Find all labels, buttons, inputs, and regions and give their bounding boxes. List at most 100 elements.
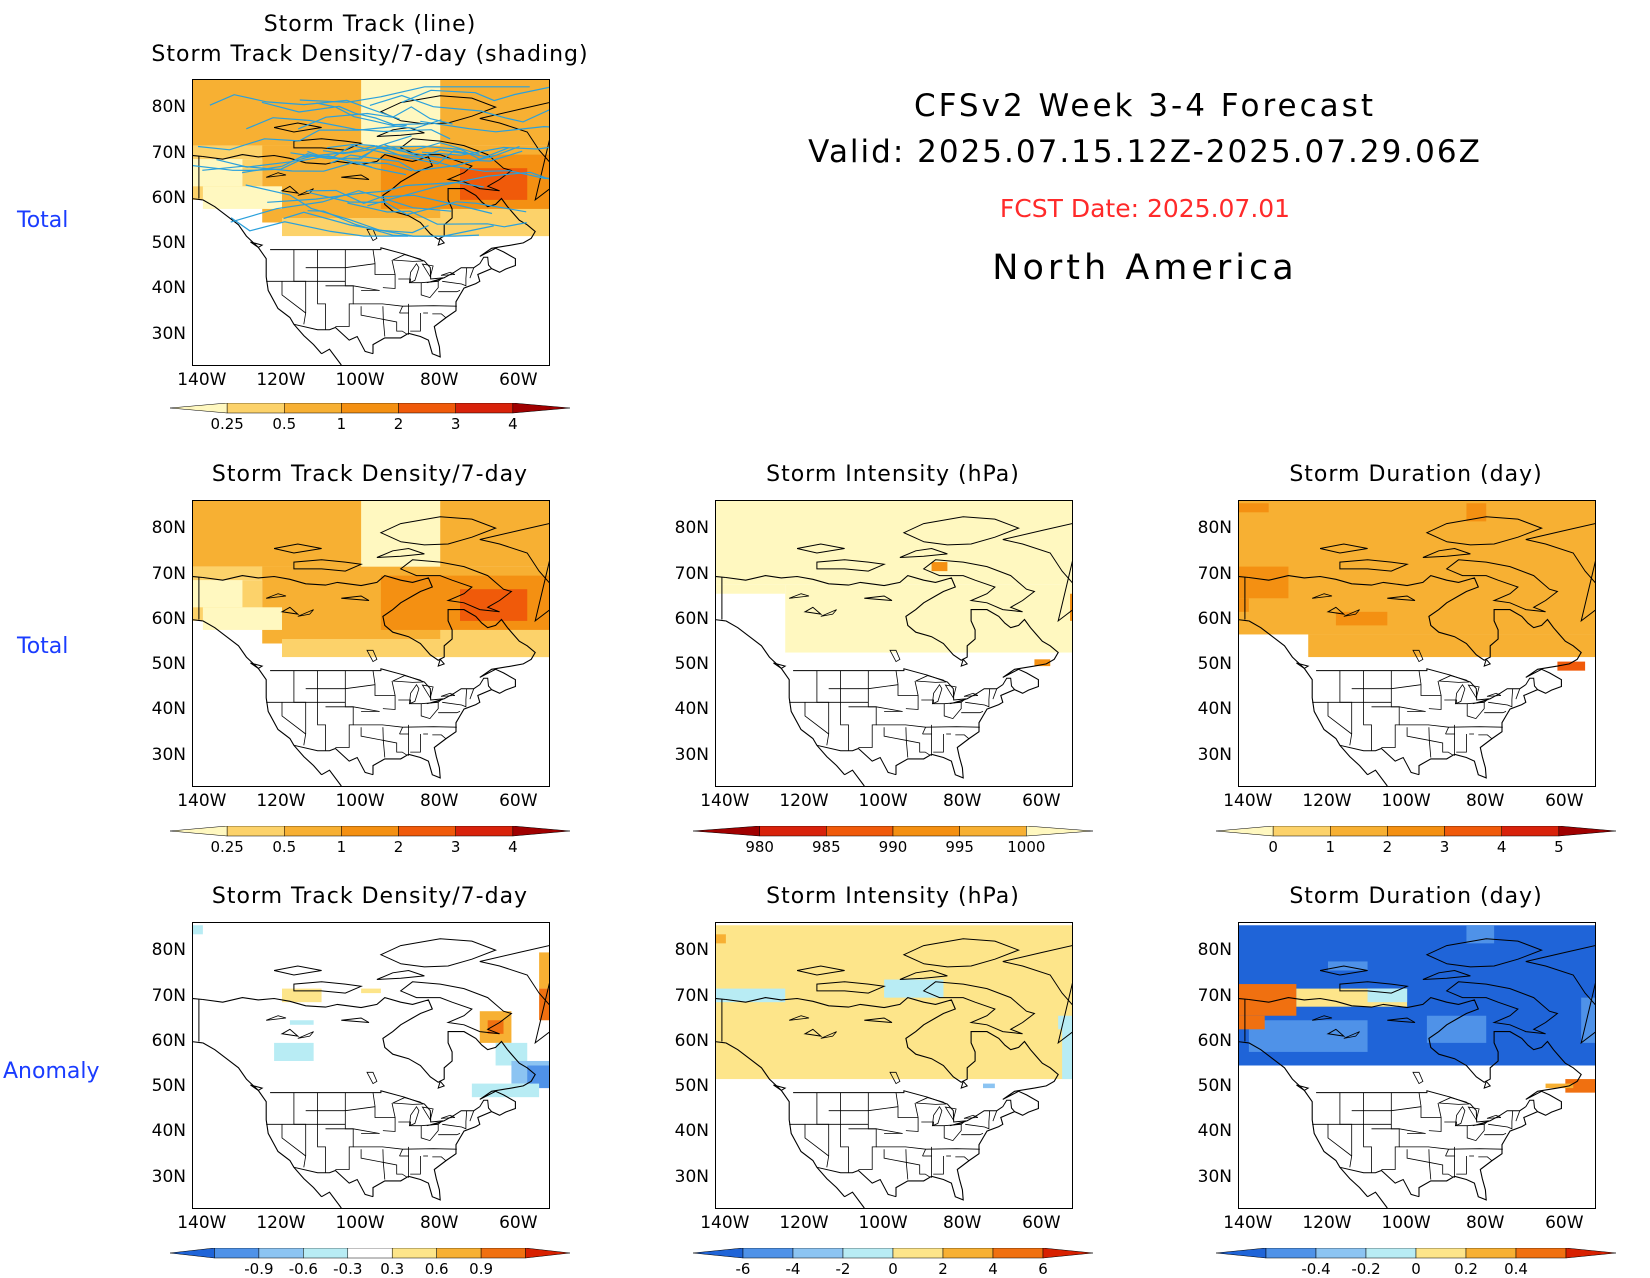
- latitude-tick-label: 80N: [1197, 940, 1232, 961]
- colorbar-arrow-low: [693, 1248, 744, 1259]
- colorbar-tick-label: 2: [938, 1260, 948, 1278]
- colorbar: [170, 1248, 571, 1259]
- colorbar-swatch: [284, 826, 342, 837]
- colorbar-swatch: [258, 1248, 304, 1259]
- latitude-tick-label: 30N: [1197, 744, 1232, 765]
- latitude-tick-label: 60N: [151, 1030, 186, 1051]
- colorbar: [170, 403, 571, 414]
- colorbar-swatch: [303, 1248, 349, 1259]
- latitude-tick-label: 50N: [674, 654, 709, 675]
- colorbar-swatch: [1315, 1248, 1367, 1259]
- colorbar-swatch: [892, 1248, 944, 1259]
- colorbar-arrow-low: [170, 1248, 215, 1259]
- coastline-layer: [1239, 516, 1595, 786]
- region-name: North America: [992, 248, 1298, 288]
- longitude-tick-label: 120W: [779, 1213, 829, 1233]
- latitude-tick-label: 50N: [674, 1076, 709, 1097]
- colorbar-swatch: [391, 1248, 437, 1259]
- latitude-tick-label: 60N: [151, 608, 186, 629]
- latitude-tick-label: 80N: [674, 518, 709, 539]
- colorbar-swatch: [992, 1248, 1044, 1259]
- colorbar-tick-label: 0.25: [210, 838, 244, 856]
- row-label-anomaly: Anomaly: [3, 1059, 100, 1084]
- colorbar: [693, 1248, 1094, 1259]
- colorbar-swatch: [1265, 1248, 1317, 1259]
- colorbar-swatch: [792, 1248, 844, 1259]
- colorbar-tick-label: 1: [336, 415, 347, 433]
- longitude-tick-label: 100W: [858, 1213, 908, 1233]
- colorbar-swatch: [959, 826, 1027, 837]
- colorbar-swatch: [892, 826, 960, 837]
- colorbar-tick-label: 0.5: [272, 838, 297, 856]
- colorbar-tick-label: 0.2: [1454, 1260, 1478, 1278]
- colorbar-swatch: [347, 1248, 393, 1259]
- colorbar-tick-label: 3: [450, 838, 461, 856]
- longitude-tick-label: 80W: [942, 791, 982, 811]
- colorbar-tick-label: 1000: [1007, 838, 1046, 856]
- colorbar-swatch: [1415, 1248, 1467, 1259]
- longitude-tick-label: 60W: [1545, 791, 1584, 811]
- colorbar-tick-label: 0: [888, 1260, 898, 1278]
- longitude-tick-label: 120W: [1302, 1213, 1352, 1233]
- longitude-tick-label: 60W: [1545, 1213, 1584, 1233]
- colorbar-tick-label: 985: [812, 838, 841, 856]
- colorbar-tick-label: 0.25: [210, 415, 244, 433]
- forecast-date: FCST Date: 2025.07.01: [999, 194, 1291, 223]
- longitude-tick-label: 80W: [419, 791, 459, 811]
- colorbar-tick-label: 990: [878, 838, 908, 856]
- colorbar-swatch: [284, 403, 342, 414]
- colorbar-tick-label: 0.5: [272, 415, 297, 433]
- longitude-tick-label: 120W: [779, 791, 829, 811]
- latitude-tick-label: 80N: [151, 518, 186, 539]
- latitude-tick-label: 40N: [674, 1121, 709, 1142]
- coastline-layer: [716, 516, 1072, 786]
- colorbar-arrow-high: [512, 403, 571, 414]
- longitude-tick-label: 100W: [858, 791, 908, 811]
- latitude-tick-label: 40N: [151, 278, 186, 299]
- colorbar-tick-label: 4: [508, 415, 518, 433]
- shading-layer: [193, 80, 549, 237]
- longitude-tick-label: 100W: [1381, 791, 1431, 811]
- longitude-tick-label: 140W: [700, 1213, 750, 1233]
- colorbar-arrow-high: [525, 1248, 571, 1259]
- colorbar-swatch: [826, 826, 894, 837]
- colorbar-tick-label: 0.6: [424, 1260, 449, 1278]
- colorbar: [693, 826, 1094, 837]
- longitude-tick-label: 120W: [256, 370, 306, 390]
- latitude-tick-label: 60N: [151, 187, 186, 208]
- colorbar: [1216, 1248, 1617, 1259]
- latitude-tick-label: 60N: [674, 1030, 709, 1051]
- map-canvas: [192, 500, 550, 787]
- latitude-tick-label: 70N: [151, 142, 186, 163]
- colorbar-swatch: [1365, 1248, 1417, 1259]
- colorbar-arrow-low: [170, 826, 228, 837]
- colorbar-arrow-low: [1216, 826, 1274, 837]
- latitude-tick-label: 40N: [151, 699, 186, 720]
- colorbar-swatch: [1272, 826, 1331, 837]
- latitude-tick-label: 60N: [674, 608, 709, 629]
- colorbar-arrow-high: [1026, 826, 1094, 837]
- colorbar-tick-label: 1: [336, 838, 347, 856]
- longitude-tick-label: 100W: [335, 1213, 385, 1233]
- latitude-tick-label: 70N: [674, 563, 709, 584]
- colorbar-tick-label: -0.9: [244, 1260, 274, 1278]
- shading-layer: [716, 501, 1072, 667]
- colorbar-arrow-high: [1042, 1248, 1094, 1259]
- colorbar-swatch: [1330, 826, 1388, 837]
- colorbar-swatch: [398, 403, 456, 414]
- colorbar-swatch: [214, 1248, 260, 1259]
- latitude-tick-label: 60N: [1197, 1030, 1232, 1051]
- colorbar-swatch: [942, 1248, 994, 1259]
- longitude-tick-label: 60W: [499, 1213, 538, 1233]
- colorbar-swatch: [226, 403, 285, 414]
- longitude-tick-label: 100W: [335, 370, 385, 390]
- latitude-tick-label: 30N: [1197, 1166, 1232, 1187]
- latitude-tick-label: 50N: [151, 233, 186, 254]
- colorbar-swatch: [742, 1248, 794, 1259]
- valid-period: Valid: 2025.07.15.12Z-2025.07.29.06Z: [808, 134, 1482, 170]
- panel-title: Storm Track Density/7-day: [211, 462, 529, 487]
- colorbar-tick-label: 0: [1268, 838, 1278, 856]
- colorbar-tick-label: 2: [393, 838, 404, 856]
- colorbar-swatch: [480, 1248, 526, 1259]
- colorbar-swatch: [842, 1248, 894, 1259]
